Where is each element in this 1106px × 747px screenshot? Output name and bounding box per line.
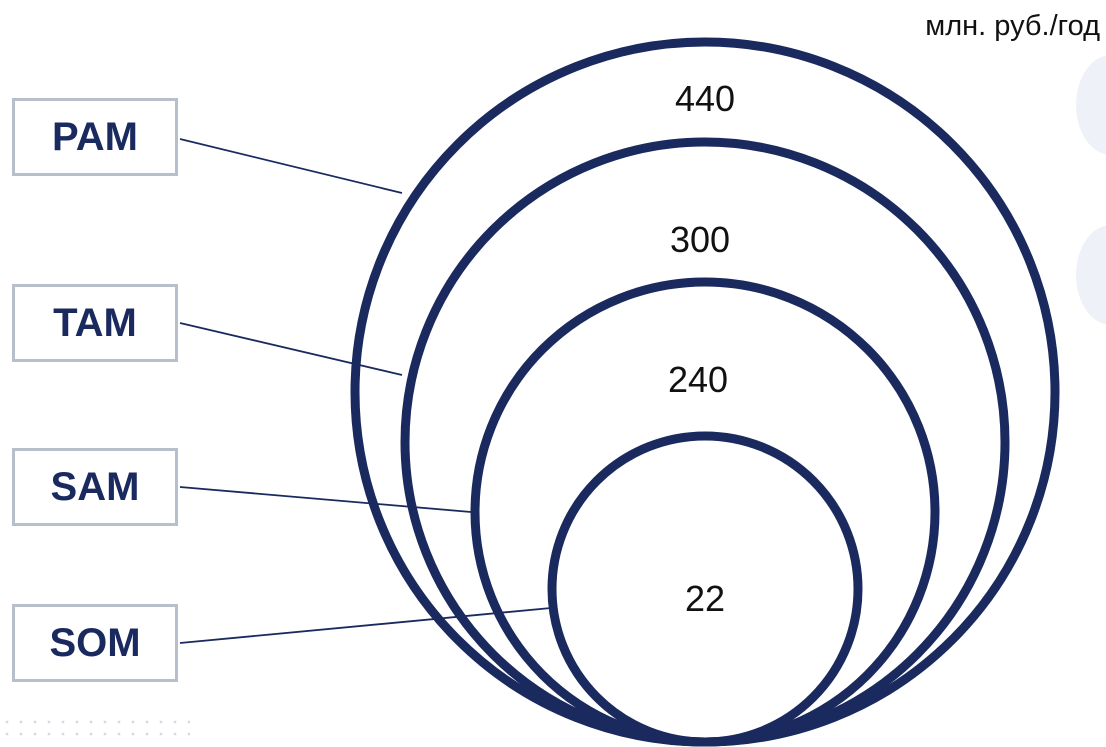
value-sam: 240 [668,359,728,400]
connector-line-sam [179,486,472,513]
circle-sam [470,277,940,747]
dotted-pattern [0,716,190,740]
circle-som [547,431,863,747]
label-box-tam: TAM [12,284,178,362]
unit-label: млн. руб./год [925,10,1100,42]
connector-line-som [179,607,552,644]
label-box-som: SOM [12,604,178,682]
value-som: 22 [685,578,725,619]
value-pam: 440 [675,78,735,119]
label-box-pam: PAM [12,98,178,176]
connector-line-tam [179,322,403,376]
label-box-sam: SAM [12,448,178,526]
connector-line-pam [179,138,403,194]
value-tam: 300 [670,219,730,260]
